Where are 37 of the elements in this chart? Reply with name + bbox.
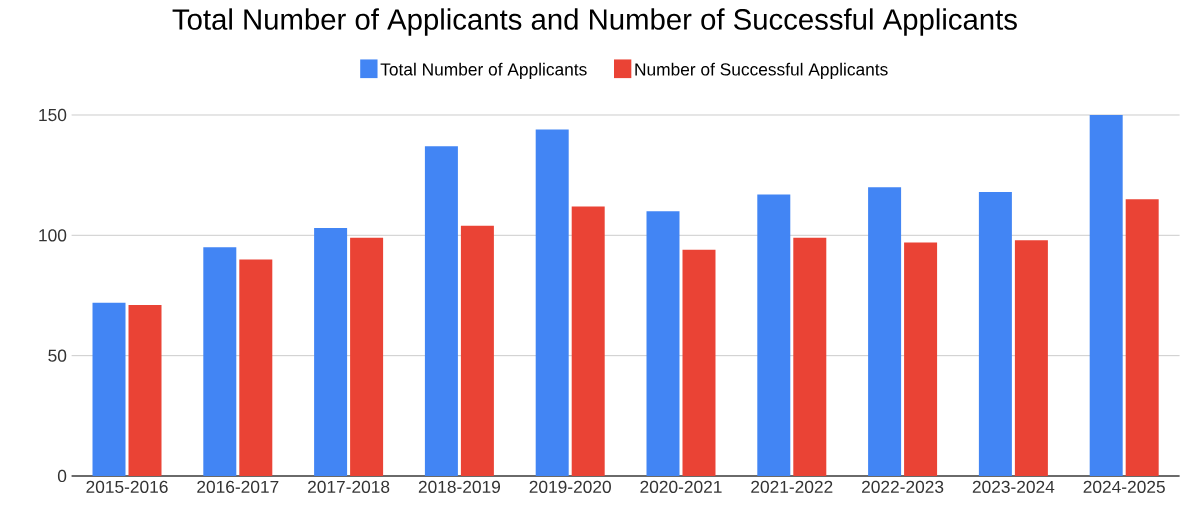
x-tick-label: 2015-2016 xyxy=(86,480,168,493)
x-tick-label: 2024-2025 xyxy=(1083,480,1165,493)
bar xyxy=(646,211,680,476)
bar xyxy=(92,302,126,476)
x-tick-label: 2018-2019 xyxy=(418,480,501,493)
chart-title: Total Number of Applicants and Number of Successful Applicants xyxy=(172,8,1017,36)
x-tick-label: 2016-2017 xyxy=(197,480,279,493)
bar xyxy=(239,259,273,476)
x-tick-label: 2021-2022 xyxy=(751,480,833,493)
legend-label: Total Number of Applicants xyxy=(380,62,587,79)
y-tick-label: 150 xyxy=(39,108,67,122)
x-tick-label: 2017-2018 xyxy=(308,480,390,493)
bar xyxy=(904,242,938,476)
y-tick-label: 0 xyxy=(57,469,67,483)
x-tick-label: 2023-2024 xyxy=(972,480,1055,493)
bar xyxy=(314,228,348,476)
x-tick-label: 2020-2021 xyxy=(640,480,722,493)
bar xyxy=(1089,114,1123,476)
bar xyxy=(203,247,237,476)
y-tick-label: 100 xyxy=(39,229,67,242)
bar xyxy=(868,187,902,476)
legend-label: Number of Successful Applicants xyxy=(635,62,888,79)
x-tick-label: 2022-2023 xyxy=(862,480,944,493)
bar xyxy=(757,194,791,476)
bar xyxy=(128,305,162,476)
bar xyxy=(424,146,458,476)
y-tick-label: 50 xyxy=(48,349,67,362)
bar xyxy=(1014,240,1048,476)
bar xyxy=(535,129,569,476)
bar xyxy=(1125,199,1159,476)
x-tick-label: 2019-2020 xyxy=(529,480,611,493)
bar xyxy=(682,249,716,476)
bar xyxy=(460,225,494,476)
bar xyxy=(350,237,384,476)
bar xyxy=(571,206,605,476)
bar xyxy=(793,237,827,476)
bar xyxy=(978,192,1012,476)
